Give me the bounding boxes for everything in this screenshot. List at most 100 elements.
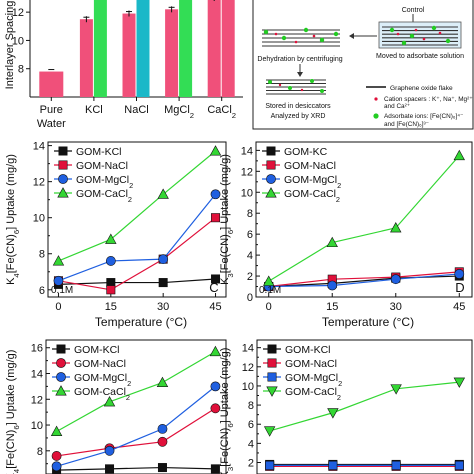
panel-e-data-point [209,345,222,357]
panel-d-x-tick-label: 30 [390,301,402,313]
panel-f-series-line [269,381,460,432]
panel-a-y-tick-label: 12 [12,7,24,19]
panel-c-x-tick-label: 30 [157,301,169,313]
panel-d-x-tick-label: 45 [453,301,465,313]
panel-e-data-point [51,461,62,472]
panel-a-y-tick-label: 8 [18,64,24,76]
panel-a-x-tick-label: MgCl2 [164,104,194,120]
panel-b-frame [252,0,474,130]
panel-f-plot-frame [256,339,473,474]
panel-f-data-point [453,377,466,388]
panel-c-line-chart: 6 8 10 12 14 0 15 30 45 Temperature (°C) K4[Fe(CN)… [5,141,227,329]
panel-d-y-tick-label: 14 [241,145,253,157]
panel-f-y-tick-label: 12 [242,362,254,374]
panel-a-bar [221,0,235,97]
panel-c-series-line [58,193,216,282]
panel-e-data-point [210,403,221,414]
panel-e-y-tick-label: 14 [31,369,43,381]
panel-d-data-point [453,149,466,161]
panel-c-legend-marker [57,187,69,198]
panel-a-y-axis-label: Interlayer Spacing [4,1,16,90]
panel-d-y-tick-label: 4 [247,250,253,262]
panel-c-legend-marker [58,174,68,184]
panel-e-series-line [56,407,216,457]
panel-b-adsorbate-ion [310,79,314,83]
panel-b-control-label: Control [402,7,425,14]
panel-a-bar [207,0,221,97]
panel-f-legend-marker [267,358,277,368]
panel-b-arrow-head [297,72,303,77]
panel-b-adsorbate-ion [333,31,339,37]
panel-d-series-line [268,273,460,288]
panel-e-y-tick-label: 10 [31,420,43,432]
panel-c-x-tick-label: 15 [105,301,117,313]
panel-c-panel-letter: C [209,280,218,295]
panel-c-legend-label: GOM-CaCl2 [76,188,132,204]
panel-c-y-tick-label: 10 [33,213,45,225]
panel-e-series-line [56,351,216,433]
panel-c-data-point [105,233,117,244]
panel-b-adsorbate-ion [445,38,451,44]
panel-b-legend-cation: Cation spacers : K⁺, Na⁺, Mg²⁺ [384,96,473,103]
panel-d-y-tick-label: 10 [241,187,253,199]
panel-b-adsorbate-ion [303,27,309,33]
panel-e-data-point [157,463,167,473]
panel-e-legend-marker [56,358,66,368]
panel-d-legend-label: GOM-KC [284,146,328,158]
panel-a-bar [79,19,93,97]
panel-f-legend-label: GOM-NaCl [285,358,337,370]
panel-f-line-chart: 2 4 6 8 10 12 14 K3[Fe(CN)6] Uptake (mg/g) GOM-K… [219,339,473,474]
panel-d-y-tick-label: 2 [247,271,253,283]
panel-c-series-line [58,150,216,262]
panel-c-data-point [106,285,116,295]
panel-d-concentration-label: 0.1M [259,285,281,296]
panel-b-cation-spacer [274,32,278,36]
panel-e-y-tick-label: 12 [31,394,43,406]
panel-e-legend-marker [56,372,66,382]
panel-e-legend-label: GOM-NaCl [74,358,126,370]
panel-e-legend-marker [56,344,66,354]
panel-d-legend-marker [266,160,276,170]
panel-c-data-point [52,255,65,266]
panel-b-legend-cation2: and Ca²⁺ [384,103,410,110]
panel-a-bar [122,13,136,97]
panel-f-legend-label: GOM-CaCl2 [285,386,341,402]
panel-f-data-point [263,426,276,437]
panel-b-adsorbate-ion [409,33,415,39]
panel-f-data-point [454,460,464,470]
panel-a-bar [165,9,179,97]
panel-b-cation-spacer [396,32,400,36]
panel-e-data-point [50,425,63,436]
panel-e-y-axis-label: K4[Fe(CN)6] Uptake (mg/g) [5,350,21,474]
panel-d-legend-label: GOM-CaCl2 [284,188,340,204]
panel-a-x-tick-label: KCl [85,104,103,116]
panel-e-legend-label: GOM-KCl [74,344,120,356]
panel-b-adsorbate-ion [319,37,325,43]
panel-d-data-point [327,280,338,291]
panel-d-y-tick-label: 0 [247,292,253,304]
panel-b-adsorbate-ion [431,25,437,31]
panel-c-legend-label: GOM-KCl [76,146,122,158]
panel-b-legend-flake: Graphene oxide flake [390,85,453,92]
panel-f-y-axis-label: K3[Fe(CN)6] Uptake (mg/g) [219,348,235,474]
panel-d-y-axis-label: K3[Fe(CN)6] Uptake (mg/g) [219,154,235,285]
panel-e-data-point [104,445,115,456]
panel-e-legend-label: GOM-CaCl2 [74,386,130,402]
panel-f-data-point [327,408,339,419]
panel-c-x-axis-label: Temperature (°C) [95,315,187,329]
panel-c-data-point [157,188,169,199]
panel-c-data-point [210,189,221,200]
panel-f-legend-label: GOM-KCl [285,344,331,356]
panel-b-cation-spacer [300,88,304,92]
panel-f-data-point [391,460,401,470]
panel-d-y-tick-label: 12 [241,166,253,178]
panel-f-data-point [390,384,402,395]
panel-b-adsorbate-ion [268,80,272,84]
panel-c-data-point [105,256,116,266]
panel-f-y-tick-label: 10 [242,381,254,393]
panel-b-adsorbate-ion [263,29,269,35]
panel-c-data-point [211,213,221,223]
panel-b-adsorbate-ion [320,89,324,93]
